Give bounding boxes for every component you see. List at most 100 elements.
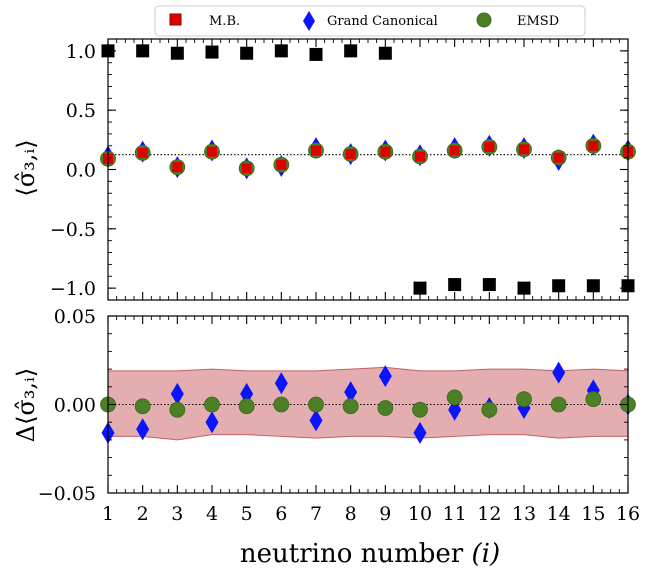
legend-label-emsd: EMSD xyxy=(517,14,559,29)
x-tick-label: 15 xyxy=(581,503,605,525)
mb-point xyxy=(276,159,287,170)
mb-point xyxy=(207,146,217,157)
emsd-diff-point xyxy=(273,396,290,413)
mb-point xyxy=(241,163,252,174)
emsd-diff-point xyxy=(204,396,220,413)
mb-point xyxy=(484,141,495,152)
reference-square-point xyxy=(413,281,427,295)
emsd-diff-point xyxy=(169,401,186,418)
legend-marker-emsd xyxy=(476,12,492,28)
reference-square-point xyxy=(344,44,358,58)
grand-canonical-diff-point xyxy=(309,409,323,432)
reference-square-point xyxy=(482,278,496,292)
mb-point xyxy=(172,162,183,173)
x-tick-label: 8 xyxy=(345,503,357,525)
mb-point xyxy=(553,152,564,163)
top-y-tick-label: 1.0 xyxy=(66,41,96,63)
legend-label-gc: Grand Canonical xyxy=(327,14,438,29)
x-tick-label: 6 xyxy=(275,503,287,525)
uncertainty-band xyxy=(107,366,629,441)
top-y-tick-label: −0.5 xyxy=(50,219,96,241)
legend-marker-mb xyxy=(169,13,182,26)
uncertainty-band-area xyxy=(107,366,629,441)
reference-square-point xyxy=(448,278,462,292)
legend: M.B. Grand Canonical EMSD xyxy=(154,5,586,37)
reference-square-point xyxy=(274,44,288,58)
reference-square-point xyxy=(136,44,150,58)
grand-canonical-diff-point xyxy=(170,382,184,405)
reference-square-point xyxy=(309,47,323,61)
top-y-tick-label: −1.0 xyxy=(50,278,96,300)
emsd-diff-point xyxy=(516,391,532,408)
x-axis-title: neutrino number (i) xyxy=(240,539,500,569)
x-tick-labels: 1 2 3 4 5 6 7 8 9 10 11 12 13 14 15 16 xyxy=(102,503,640,525)
top-y-tick-label: 0.0 xyxy=(66,160,96,182)
emsd-diff-point xyxy=(585,391,602,408)
x-axis-title-text: neutrino number xyxy=(240,539,472,569)
top-axes xyxy=(107,38,629,301)
emsd-diff-point xyxy=(550,396,567,413)
top-y-tick-labels: −1.0 −0.5 0.0 0.5 1.0 xyxy=(50,41,96,300)
reference-square-point xyxy=(586,279,600,293)
legend-label-mb: M.B. xyxy=(209,14,240,29)
grand-canonical-diff-point xyxy=(274,372,288,395)
mb-point xyxy=(380,146,391,157)
bottom-y-tick-label: 0.05 xyxy=(54,306,96,328)
mb-point xyxy=(415,151,425,162)
legend-marker-gc xyxy=(303,11,315,31)
reference-square-point xyxy=(552,279,566,293)
x-tick-label: 16 xyxy=(616,503,640,525)
x-tick-label: 1 xyxy=(102,503,114,525)
emsd-diff-point xyxy=(134,398,151,415)
emsd-diff-point xyxy=(446,389,463,406)
mb-point xyxy=(311,145,321,156)
mb-point xyxy=(449,145,460,156)
x-tick-label: 5 xyxy=(241,503,253,525)
legend-frame xyxy=(154,5,586,37)
bottom-axes xyxy=(107,315,629,494)
reference-square-point xyxy=(205,45,219,59)
x-tick-label: 3 xyxy=(171,503,183,525)
emsd-diff-point xyxy=(238,398,255,415)
bottom-panel: −0.050.000.05 1 2 3 4 5 6 7 8 9 10 11 12 13 14 15 16 xyxy=(38,306,640,525)
emsd-diff-point xyxy=(308,396,324,413)
x-tick-label: 9 xyxy=(379,503,391,525)
reference-square-point xyxy=(378,46,392,60)
plot-frame xyxy=(107,38,629,301)
grand-canonical-diff-point xyxy=(205,411,219,434)
x-tick-label: 10 xyxy=(408,503,432,525)
x-tick-label: 12 xyxy=(477,503,501,525)
grand-canonical-diff-point xyxy=(136,418,150,441)
reference-square-point xyxy=(240,46,254,60)
bottom-y-tick-label: −0.05 xyxy=(38,483,96,505)
mb-point xyxy=(519,144,529,155)
top-y-axis-title: ⟨σ̂₃,ᵢ⟩ xyxy=(12,139,40,196)
reference-square-point xyxy=(517,281,531,295)
x-tick-label: 13 xyxy=(512,503,536,525)
emsd-diff-point xyxy=(481,401,498,418)
emsd-diff-point xyxy=(342,398,359,415)
x-tick-label: 14 xyxy=(547,503,571,525)
grand-canonical-diff-point xyxy=(344,381,358,404)
grand-canonical-diff-point xyxy=(378,365,392,388)
bottom-y-tick-labels: −0.05 0.00 0.05 xyxy=(38,306,96,505)
top-y-tick-label: 0.5 xyxy=(66,100,96,122)
grand-canonical-diff-point xyxy=(413,421,427,444)
emsd-diff-point xyxy=(412,401,428,418)
top-data-marks xyxy=(100,44,636,295)
mb-point xyxy=(345,149,356,160)
mb-point xyxy=(137,147,148,158)
grand-canonical-diff-point xyxy=(552,361,566,384)
top-panel: −1.0 −0.5 0.0 0.5 1.0 xyxy=(50,38,636,301)
x-axis-title-var: (i) xyxy=(472,539,501,569)
bottom-data-marks xyxy=(100,361,636,444)
bottom-y-tick-label: 0.00 xyxy=(54,395,96,417)
emsd-diff-point xyxy=(377,400,394,416)
bottom-y-axis-title: Δ⟨σ̂₃,ᵢ⟩ xyxy=(12,368,40,443)
x-tick-label: 11 xyxy=(443,503,467,525)
x-tick-label: 7 xyxy=(310,503,322,525)
x-tick-label: 4 xyxy=(206,503,218,525)
x-tick-label: 2 xyxy=(137,503,149,525)
mb-point xyxy=(588,140,599,151)
